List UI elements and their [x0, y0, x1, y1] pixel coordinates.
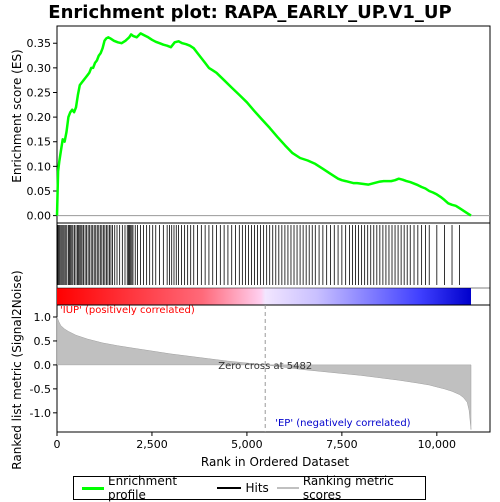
legend-item-ranking: Ranking metric scores	[276, 474, 425, 502]
hits-panel	[56, 222, 491, 306]
es-ytick-label: 0.10	[27, 160, 52, 173]
ranking-metric-area	[56, 316, 472, 430]
x-tick-label: 0	[54, 438, 61, 451]
es-ytick-label: 0.15	[27, 136, 52, 149]
x-axis-label: Rank in Ordered Dataset	[201, 455, 349, 469]
x-tick-label: 7,500	[326, 438, 358, 451]
negative-correlation-label: 'EP' (negatively correlated)	[275, 418, 410, 429]
metric-ylabel: Ranked list metric (Signal2Noise)	[10, 270, 24, 469]
x-tick-label: 2,500	[136, 438, 168, 451]
es-ytick-label: 0.20	[27, 111, 52, 124]
metric-ytick-label: 0.0	[34, 359, 52, 372]
enrichment-profile-line	[55, 32, 472, 217]
legend-label-enrichment: Enrichment profile	[107, 474, 178, 502]
legend-item-hits: Hits	[217, 481, 269, 495]
legend-swatch-ranking	[276, 487, 299, 489]
legend-item-enrichment: Enrichment profile	[82, 474, 209, 502]
legend-swatch-enrichment	[82, 486, 104, 490]
es-panel: 0.00 0.05 0.10 0.15 0.20 0.25 0.30 0.35	[27, 25, 491, 224]
metric-ytick-label: -1.0	[30, 407, 51, 420]
es-ytick-label: 0.05	[27, 185, 52, 198]
metric-ytick-label: 1.0	[34, 311, 52, 324]
legend-label-hits: Hits	[245, 481, 269, 495]
legend-label-ranking: Ranking metric scores	[302, 474, 394, 502]
chart-title: Enrichment plot: RAPA_EARLY_UP.V1_UP	[48, 2, 451, 23]
es-plot-frame	[56, 25, 491, 224]
positive-correlation-label: 'IUP' (positively correlated)	[60, 305, 195, 316]
es-ytick-label: 0.30	[27, 62, 52, 75]
legend: Enrichment profile Hits Ranking metric s…	[73, 474, 426, 502]
x-tick-label: 10,000	[418, 438, 457, 451]
x-tick-label: 5,000	[231, 438, 263, 451]
metric-panel: 1.0 0.5 0.0 -0.5 -1.0 Zero cross at 5482 'IUP'…	[30, 304, 491, 451]
ranking-gradient-bar	[57, 288, 472, 305]
zero-cross-label: Zero cross at 5482	[218, 361, 312, 372]
metric-ytick-label: 0.5	[34, 335, 52, 348]
es-ytick-label: 0.25	[27, 86, 52, 99]
es-ylabel: Enrichment score (ES)	[10, 49, 24, 182]
es-ytick-label: 0.00	[27, 210, 52, 223]
legend-swatch-hits	[217, 487, 242, 489]
metric-ytick-label: -0.5	[30, 383, 51, 396]
es-ytick-label: 0.35	[27, 37, 52, 50]
